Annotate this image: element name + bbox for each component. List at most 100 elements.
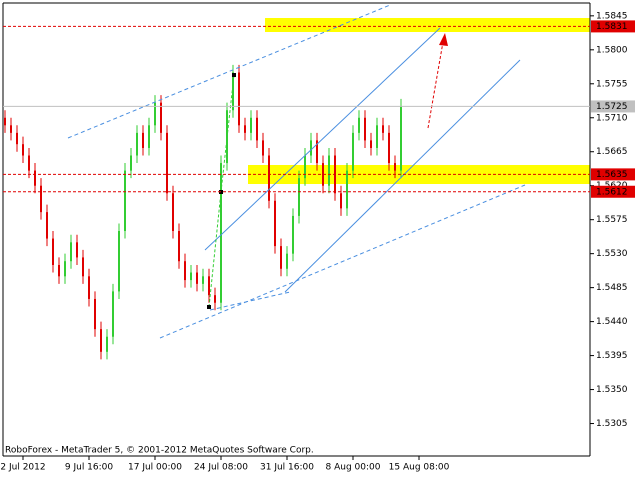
- bar-body: [256, 117, 258, 141]
- bar-body: [28, 155, 30, 171]
- bar-body: [244, 125, 246, 133]
- bar-body: [112, 291, 114, 337]
- bar-body: [130, 155, 132, 171]
- x-tick-label: 15 Aug 08:00: [389, 463, 450, 473]
- x-tick-label: 2 Jul 2012: [0, 463, 45, 473]
- bar-body: [46, 212, 48, 239]
- x-tick-label: 8 Aug 00:00: [326, 463, 381, 473]
- bar-body: [328, 155, 330, 186]
- x-tick-label: 9 Jul 16:00: [65, 463, 114, 473]
- bar-body: [298, 178, 300, 216]
- level-label: 1.5612: [596, 187, 628, 197]
- bar-body: [286, 253, 288, 269]
- bar-body: [76, 242, 78, 258]
- bar-body: [124, 170, 126, 232]
- bar-body: [352, 132, 354, 171]
- footer: RoboForex - MetaTrader 5, © 2001-2012 Me…: [5, 446, 314, 456]
- y-tick-label: 1.5350: [596, 385, 628, 395]
- bar-body: [370, 140, 372, 148]
- bar-body: [394, 163, 396, 171]
- bar-body: [262, 140, 264, 156]
- x-tick-label: 17 Jul 00:00: [128, 463, 182, 473]
- bar-body: [190, 272, 192, 281]
- bar-body: [154, 102, 156, 126]
- bar-body: [340, 193, 342, 209]
- y-tick-label: 1.5485: [596, 283, 628, 293]
- bar-body: [208, 276, 210, 296]
- bar-body: [58, 264, 60, 277]
- bar-body: [310, 140, 312, 156]
- bar-body: [34, 170, 36, 186]
- y-tick-label: 1.5755: [596, 79, 628, 89]
- bar-body: [94, 298, 96, 330]
- bar-body: [274, 200, 276, 247]
- y-tick-label: 1.5845: [596, 11, 628, 21]
- trend-lines: [67, 4, 526, 339]
- bar-body: [22, 144, 24, 156]
- bar-body: [178, 231, 180, 262]
- bar-body: [220, 163, 222, 303]
- trend-line: [67, 4, 391, 139]
- bar-body: [160, 102, 162, 133]
- resistance-zone: [265, 18, 590, 32]
- bar-body: [82, 257, 84, 277]
- bar-body: [400, 106, 402, 171]
- y-tick-label: 1.5440: [596, 317, 628, 327]
- bar-body: [172, 193, 174, 232]
- bar-body: [16, 132, 18, 145]
- bar-body: [64, 261, 66, 277]
- arrow-head: [439, 33, 448, 46]
- y-tick-label: 1.5800: [596, 45, 628, 55]
- y-tick-label: 1.5395: [596, 351, 628, 361]
- bar-body: [10, 125, 12, 133]
- bar-body: [388, 132, 390, 164]
- bar-body: [376, 125, 378, 148]
- trend-line: [159, 184, 526, 339]
- bar-body: [88, 276, 90, 299]
- bar-body: [196, 272, 198, 284]
- bar-body: [292, 215, 294, 254]
- bar-body: [136, 132, 138, 156]
- x-tick-label: 31 Jul 16:00: [260, 463, 314, 473]
- bar-body: [280, 246, 282, 269]
- bar-body: [304, 155, 306, 179]
- bar-body: [100, 329, 102, 352]
- bar-body: [40, 185, 42, 213]
- bar-body: [268, 155, 270, 201]
- last-price-label: 1.5725: [596, 102, 628, 112]
- y-tick-label: 1.5575: [596, 215, 628, 225]
- bar-body: [166, 132, 168, 194]
- level-label-box: [591, 185, 635, 198]
- wave-point: [207, 305, 211, 309]
- bar-body: [382, 125, 384, 133]
- trend-line: [284, 59, 521, 293]
- trend-line: [204, 27, 441, 251]
- x-tick-label: 24 Jul 08:00: [194, 463, 248, 473]
- bar-body: [148, 125, 150, 148]
- y-tick-label: 1.5665: [596, 147, 628, 157]
- bar-body: [232, 72, 234, 111]
- bar-body: [364, 117, 366, 141]
- wave-point: [232, 73, 236, 77]
- level-label-box: [591, 20, 635, 33]
- bar-body: [184, 261, 186, 281]
- bar-body: [238, 72, 240, 126]
- forecast-arrow: [427, 41, 444, 129]
- bar-body: [118, 231, 120, 292]
- bar-body: [250, 117, 252, 133]
- bar-body: [142, 132, 144, 148]
- level-label-box: [591, 168, 635, 181]
- last-price-box: [591, 100, 635, 113]
- bar-body: [4, 117, 6, 126]
- level-label: 1.5635: [596, 170, 628, 180]
- level-label: 1.5831: [596, 22, 628, 32]
- bar-body: [358, 117, 360, 133]
- bar-body: [70, 242, 72, 262]
- y-tick-label: 1.5305: [596, 419, 628, 429]
- bar-body: [106, 336, 108, 352]
- bar-body: [202, 276, 204, 284]
- y-tick-label: 1.5710: [596, 113, 628, 123]
- bar-body: [316, 140, 318, 164]
